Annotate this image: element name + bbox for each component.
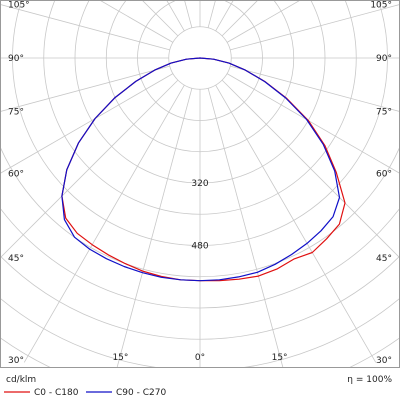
grid-spoke <box>1 65 170 112</box>
angle-label-right: 60° <box>376 169 392 179</box>
grid-spoke <box>207 1 216 28</box>
grid-spoke <box>1 73 174 174</box>
angle-label-right: 75° <box>376 108 392 118</box>
angle-label-bottom: 15° <box>112 353 128 363</box>
labels-layer: 320 480 105° 90° 75° 60° 45° 30° 105° 90° 75° 60° 45… <box>8 0 392 366</box>
unit-label: cd/klm <box>6 375 36 385</box>
grid-spoke <box>1 79 179 258</box>
grid-spoke <box>230 4 399 51</box>
grid-spoke <box>230 65 399 112</box>
angle-label-left: 30° <box>8 356 24 366</box>
grid-spoke <box>215 84 377 363</box>
angle-label-right: 30° <box>376 356 392 366</box>
grid-spoke <box>166 1 185 32</box>
angle-label-bottom: 15° <box>272 353 288 363</box>
grid-spoke <box>226 73 399 174</box>
grid-spoke <box>23 84 185 363</box>
grid-spoke <box>215 1 234 32</box>
legend-label-c90: C90 - C270 <box>116 388 166 398</box>
angle-label-left: 105° <box>8 0 30 10</box>
angle-label-bottom: 0° <box>195 353 205 363</box>
angle-label-right: 105° <box>370 0 392 10</box>
grid-spoke <box>221 79 399 258</box>
grid-spoke <box>226 1 300 43</box>
grid-spoke <box>184 1 193 28</box>
grid-spoke <box>116 88 193 367</box>
radial-tick-label: 320 <box>191 179 208 189</box>
grid-spoke <box>1 4 170 51</box>
legend-label-c0: C0 - C180 <box>34 388 79 398</box>
series-curve-1 <box>61 57 341 282</box>
angle-label-right: 90° <box>376 54 392 64</box>
radial-tick-label: 480 <box>191 242 208 252</box>
curves-layer <box>61 57 346 282</box>
angle-label-left: 60° <box>8 169 24 179</box>
grid-spoke <box>100 1 174 43</box>
efficiency-label: η = 100% <box>347 375 392 385</box>
angle-label-left: 45° <box>8 254 24 264</box>
angle-label-left: 75° <box>8 108 24 118</box>
grid-spoke <box>207 88 284 367</box>
angle-label-left: 90° <box>8 54 24 64</box>
angle-label-right: 45° <box>376 254 392 264</box>
